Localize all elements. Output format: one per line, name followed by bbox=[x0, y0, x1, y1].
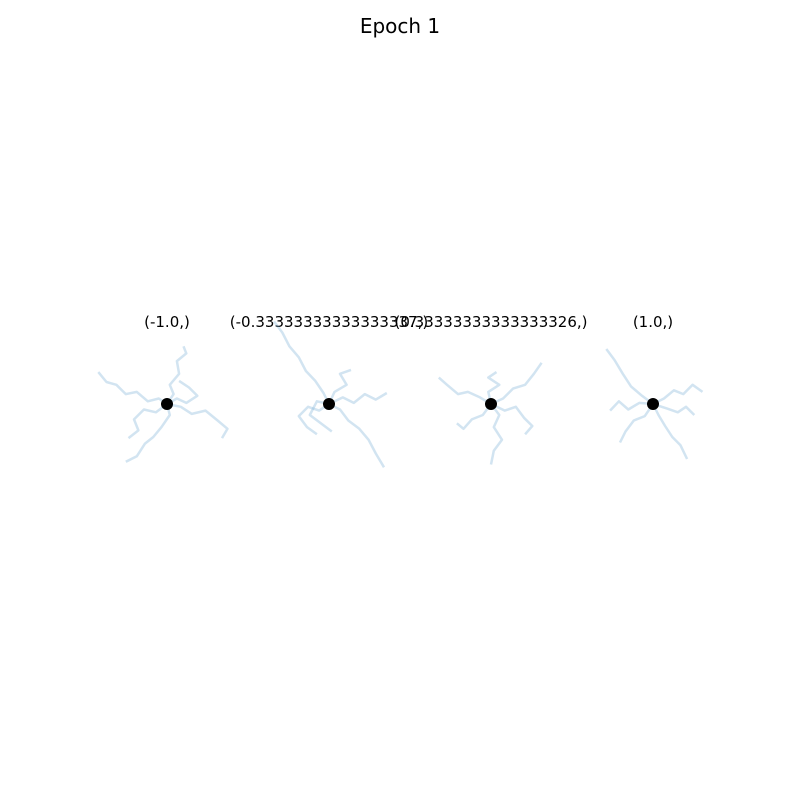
trace-line bbox=[490, 362, 543, 406]
trace-line bbox=[437, 376, 492, 406]
trace-line bbox=[166, 379, 199, 406]
trace-line bbox=[328, 402, 386, 468]
panel-title-0: (-1.0,) bbox=[144, 313, 190, 331]
trace-line bbox=[97, 371, 168, 406]
center-point bbox=[161, 398, 173, 410]
trace-line bbox=[651, 403, 689, 460]
center-point bbox=[323, 398, 335, 410]
trace-line bbox=[652, 402, 696, 416]
trace-line bbox=[165, 345, 188, 405]
trace-line bbox=[605, 348, 654, 406]
trace-line bbox=[652, 383, 704, 406]
panel-1 bbox=[273, 320, 388, 468]
panel-title-2: (0.33333333333333326,) bbox=[394, 313, 588, 331]
trace-line bbox=[127, 403, 168, 440]
trace-line bbox=[327, 368, 352, 405]
panel-title-3: (1.0,) bbox=[632, 313, 674, 331]
panel-title-1: (-0.33333333333333337,) bbox=[229, 313, 429, 331]
trace-line bbox=[328, 391, 388, 406]
trace-line bbox=[125, 403, 172, 463]
trace-line bbox=[609, 400, 654, 412]
trace-line bbox=[456, 403, 493, 431]
trace-line bbox=[273, 320, 331, 405]
trace-line bbox=[489, 403, 504, 465]
center-point bbox=[485, 398, 497, 410]
trace-line bbox=[308, 400, 333, 433]
trace-line bbox=[297, 402, 330, 436]
trace-line bbox=[487, 371, 501, 405]
center-point bbox=[647, 398, 659, 410]
panel-3 bbox=[605, 348, 704, 460]
trace-line bbox=[166, 402, 229, 439]
panel-2 bbox=[437, 362, 543, 465]
trace-line bbox=[618, 403, 655, 444]
panel-0 bbox=[97, 345, 229, 463]
figure-title: Epoch 1 bbox=[359, 14, 441, 38]
trace-line bbox=[490, 402, 534, 436]
